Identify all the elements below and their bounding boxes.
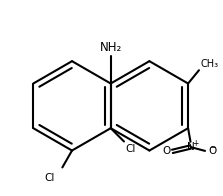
Text: CH₃: CH₃ xyxy=(200,59,218,69)
Text: Cl: Cl xyxy=(126,144,136,154)
Text: NH₂: NH₂ xyxy=(100,41,122,54)
Text: −: − xyxy=(210,143,216,152)
Text: O: O xyxy=(208,146,216,156)
Text: N: N xyxy=(187,142,194,152)
Text: Cl: Cl xyxy=(44,173,55,183)
Text: +: + xyxy=(193,139,199,148)
Text: O: O xyxy=(163,146,171,156)
